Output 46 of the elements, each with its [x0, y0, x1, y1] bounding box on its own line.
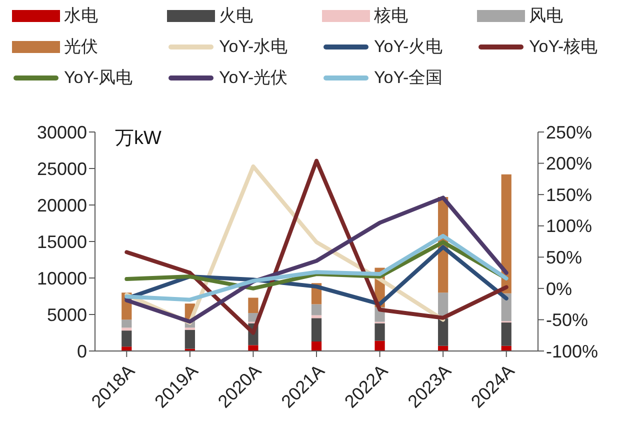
- y-tick-label: 15000: [36, 232, 87, 252]
- y2-tick-label: 200%: [546, 154, 592, 174]
- y2-tick-label: 100%: [546, 216, 592, 236]
- y-tick-label: 30000: [36, 122, 87, 142]
- legend-label: YoY-全国: [374, 67, 443, 89]
- y2-tick-label: -100%: [546, 341, 598, 362]
- y-tick-label: 25000: [36, 158, 87, 179]
- bar: [248, 345, 258, 351]
- legend-label: 水电: [64, 5, 98, 27]
- bar: [122, 328, 132, 331]
- y-tick-label: 20000: [36, 195, 87, 216]
- legend-label: YoY-水电: [219, 36, 288, 58]
- legend-label: YoY-风电: [64, 67, 133, 89]
- bar: [248, 298, 258, 314]
- y2-tick-label: 0%: [546, 278, 572, 299]
- legend-label: 火电: [219, 5, 253, 27]
- line-series: [124, 158, 508, 335]
- y2-tick-label: 50%: [546, 248, 582, 268]
- legend-label: YoY-核电: [529, 36, 598, 58]
- bar: [501, 322, 512, 346]
- y-tick-label: 0: [76, 341, 87, 362]
- bar: [122, 320, 132, 328]
- y2-tick-label: -50%: [546, 310, 588, 330]
- y2-tick-label: 250%: [546, 122, 592, 142]
- bar: [122, 330, 132, 347]
- bar: [311, 318, 322, 342]
- bar: [501, 174, 512, 294]
- bar: [122, 346, 132, 351]
- bar: [311, 304, 322, 316]
- bar: [374, 323, 385, 341]
- legend-label: 风电: [529, 5, 563, 27]
- bar: [438, 292, 448, 317]
- y2-tick-label: 150%: [546, 184, 592, 205]
- bar: [438, 318, 448, 346]
- bar: [311, 342, 322, 351]
- line-series: [124, 196, 508, 324]
- bar: [311, 315, 322, 318]
- legend-label: YoY-光伏: [219, 67, 288, 89]
- bar: [374, 340, 385, 351]
- legend-label: YoY-火电: [374, 36, 443, 58]
- y-tick-label: 10000: [36, 268, 87, 288]
- legend-label: 光伏: [64, 36, 98, 58]
- y-tick-label: 5000: [46, 304, 87, 325]
- y-axis-title: 万kW: [115, 128, 162, 149]
- line-series: [124, 234, 508, 302]
- legend-label: 核电: [374, 5, 408, 27]
